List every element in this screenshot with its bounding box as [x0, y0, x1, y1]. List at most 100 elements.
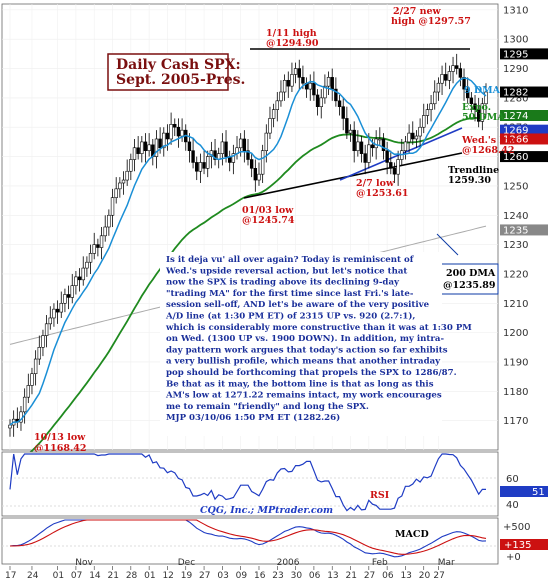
candle-body	[326, 77, 331, 87]
price-badge-label: 1260	[503, 152, 528, 163]
commentary-line: a very bullish profile, which means that…	[166, 357, 441, 367]
price-badge	[500, 110, 548, 121]
annotation-feb7-low: 2/7 low	[356, 178, 395, 189]
candle-body	[140, 141, 144, 154]
date-label: 27	[199, 571, 210, 580]
candle-body	[425, 109, 430, 116]
candle-body	[330, 77, 334, 90]
candle-body	[114, 188, 118, 198]
annotation-feb27-high: 2/27 new	[393, 6, 442, 17]
commentary-line: "trading MA" for the first time since la…	[166, 289, 414, 299]
candle-body	[26, 385, 31, 398]
price-tick-label: 1230	[503, 240, 528, 251]
candle-body	[173, 124, 177, 128]
candle-body	[77, 276, 82, 281]
candle-body	[352, 129, 356, 152]
candle-body	[125, 170, 129, 181]
candle-body	[99, 235, 104, 248]
commentary-line: Be that as it may, the bottom line is th…	[166, 379, 434, 389]
commentary-text: Is it deja vu' all over again? Today is …	[165, 255, 472, 423]
chart-title-line-2: Sept. 2005-Pres.	[116, 72, 245, 88]
annotation-wed-low-value: @1268.42	[462, 145, 514, 156]
candle-body	[370, 144, 375, 149]
price-tick-label: 1200	[503, 328, 528, 339]
candle-body	[187, 141, 192, 152]
candle-body	[414, 135, 419, 140]
month-label: 2006	[277, 558, 300, 568]
rsi-badge	[500, 486, 548, 497]
candle-body	[337, 100, 342, 107]
annotation-trendline-value: 1259.30	[448, 175, 491, 186]
date-label: 01	[53, 571, 64, 580]
price-tick-label: 1170	[503, 416, 528, 427]
candle-body	[469, 97, 474, 105]
candle-body	[455, 65, 459, 69]
date-label: 12	[162, 571, 173, 580]
candle-body	[257, 173, 261, 181]
month-label: Mar	[438, 558, 455, 568]
date-label: 28	[126, 571, 138, 580]
commentary-line: MJP 03/10/06 1:50 PM ET (1282.26)	[166, 412, 340, 423]
candle-body	[96, 244, 100, 248]
candle-body	[444, 74, 448, 81]
date-label: 07	[71, 571, 82, 580]
candle-body	[264, 132, 269, 152]
date-label: 06	[382, 571, 394, 580]
date-label: 24	[27, 571, 39, 580]
rsi-badge-value: 51	[532, 487, 545, 498]
candle-body	[297, 68, 301, 78]
candle-body	[206, 156, 210, 169]
commentary-line: which is considerably more constructive …	[165, 323, 472, 333]
candle-body	[407, 132, 411, 143]
candle-body	[162, 132, 166, 149]
price-badge	[500, 224, 548, 236]
candle-body	[147, 144, 151, 152]
commentary-line: Is it deja vu' all over again? Today is …	[166, 255, 415, 265]
candle-body	[198, 162, 203, 172]
price-tick-label: 1280	[503, 93, 528, 104]
annotation-jan03-low: 01/03 low	[242, 205, 294, 216]
price-tick-label: 1210	[503, 299, 528, 310]
candle-body	[30, 373, 34, 386]
price-tick-label: 1190	[503, 357, 528, 368]
date-label: 27	[433, 571, 444, 580]
candle-body	[154, 138, 159, 157]
candle-body	[195, 162, 199, 172]
price-tick-label: 1180	[503, 387, 528, 398]
price-candles	[8, 53, 488, 437]
annotation-expo: Expo.	[462, 102, 491, 113]
candle-body	[132, 147, 137, 160]
date-label: 13	[327, 571, 338, 580]
candle-body	[385, 150, 389, 163]
candle-body	[363, 153, 367, 163]
candle-body	[282, 79, 287, 93]
candle-body	[8, 424, 12, 429]
date-label: 23	[272, 571, 283, 580]
candle-body	[169, 124, 173, 140]
candle-body	[422, 115, 426, 128]
ma9-line	[9, 77, 487, 426]
annotation-9dma: 9 DMA	[464, 85, 501, 96]
candle-body	[253, 168, 258, 181]
price-badge-label: 1282	[503, 88, 528, 99]
rsi-label: RSI	[370, 490, 390, 501]
date-label: 09	[236, 571, 248, 580]
candle-body	[246, 150, 250, 160]
candle-body	[129, 159, 133, 172]
candle-body	[436, 82, 441, 93]
commentary-line: on Wed. (1300 UP vs. 1900 DOWN). In addi…	[166, 333, 444, 344]
candle-body	[392, 168, 397, 175]
candle-body	[451, 65, 455, 72]
price-badge-label: 1235	[503, 225, 528, 236]
price-badge	[500, 86, 548, 98]
title-box	[107, 53, 229, 91]
candle-body	[242, 138, 247, 152]
date-label: 17	[5, 571, 16, 580]
price-badge	[500, 133, 548, 145]
month-label: Nov	[75, 558, 93, 568]
price-tick-label: 1250	[503, 181, 528, 192]
annotation-trendline: Trendline	[448, 165, 499, 176]
macd-tick-500: +500	[503, 522, 530, 533]
